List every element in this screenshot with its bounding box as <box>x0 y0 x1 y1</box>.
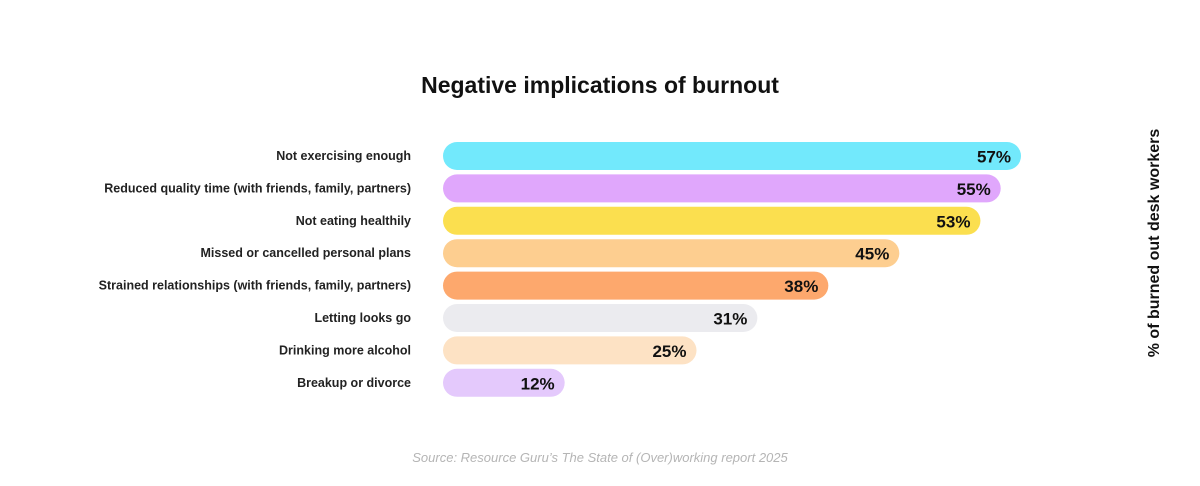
bar <box>443 174 1001 203</box>
bar <box>443 206 981 235</box>
bar <box>443 304 758 332</box>
value-label: 12% <box>521 374 555 393</box>
bar <box>443 271 829 300</box>
value-label: 38% <box>784 277 818 296</box>
value-label: 31% <box>713 310 747 329</box>
source-note: Source: Resource Guru’s The State of (Ov… <box>412 450 788 465</box>
chart-title: Negative implications of burnout <box>421 72 779 98</box>
category-label: Letting looks go <box>314 311 411 325</box>
value-label: 45% <box>855 245 889 264</box>
value-label: 55% <box>957 180 991 199</box>
value-label: 25% <box>652 342 686 361</box>
category-label: Not exercising enough <box>276 149 411 163</box>
bar <box>443 336 697 365</box>
bar <box>443 142 1021 170</box>
bar <box>443 368 565 397</box>
category-label: Missed or cancelled personal plans <box>201 246 412 260</box>
category-label: Breakup or divorce <box>297 376 411 390</box>
value-label: 57% <box>977 148 1011 167</box>
category-label: Reduced quality time (with friends, fami… <box>104 181 411 195</box>
axis-label: % of burned out desk workers <box>1146 128 1163 358</box>
value-label: 53% <box>936 212 970 231</box>
category-label: Drinking more alcohol <box>279 343 411 357</box>
bar <box>443 239 900 268</box>
category-label: Not eating healthily <box>296 214 411 228</box>
category-label: Strained relationships (with friends, fa… <box>99 279 411 293</box>
